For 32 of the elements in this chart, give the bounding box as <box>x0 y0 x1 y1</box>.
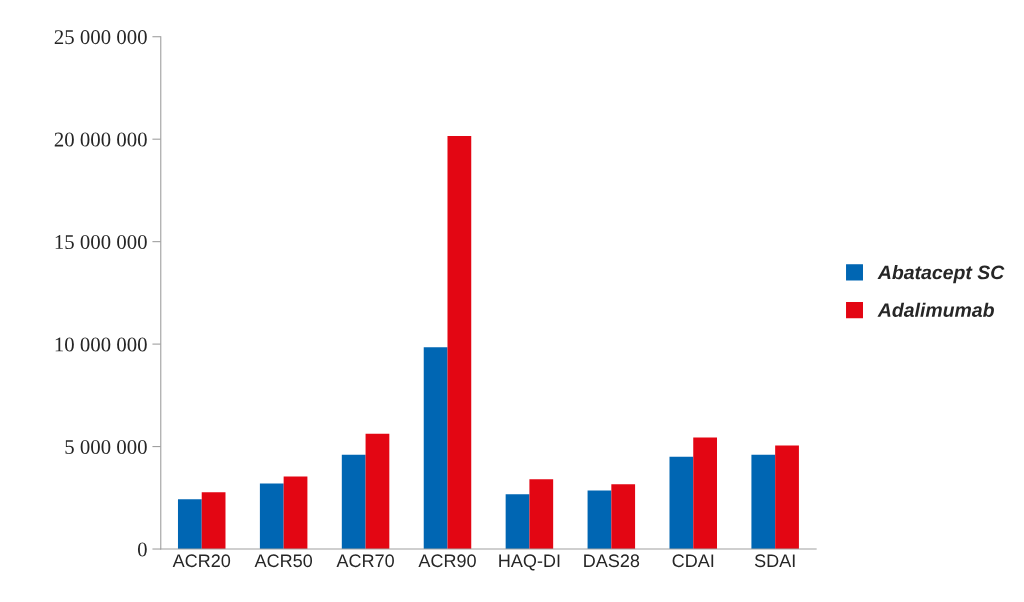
y-tick-label: 15 000 000 <box>55 235 147 250</box>
bar <box>611 484 636 550</box>
bar <box>201 492 226 550</box>
x-tick-label: ACR90 <box>418 554 476 568</box>
x-tick-label: CDAI <box>672 554 714 568</box>
bar <box>341 454 366 550</box>
bar <box>423 347 448 550</box>
x-tick-label: ACR70 <box>336 554 394 568</box>
legend-label: Abatacept SC <box>877 265 1005 284</box>
bar <box>177 499 202 550</box>
x-tick-label: SDAI <box>754 554 795 568</box>
bar <box>259 483 284 550</box>
bar <box>587 490 612 550</box>
bar <box>505 494 530 550</box>
legend-label: Adalimumab <box>877 302 994 317</box>
bar <box>775 445 799 550</box>
bar <box>669 456 694 550</box>
y-tick-label: 0 <box>137 542 147 557</box>
x-tick-label: DAS28 <box>584 554 640 568</box>
y-tick-label: 25 000 000 <box>54 30 147 45</box>
bar <box>693 437 717 550</box>
bar <box>365 433 390 550</box>
x-tick-label: ACR20 <box>172 554 231 568</box>
y-tick-label: 5 000 000 <box>65 439 147 454</box>
bar <box>283 476 308 550</box>
y-tick-label: 10 000 000 <box>55 337 147 352</box>
bar <box>447 136 472 550</box>
bar <box>529 479 554 550</box>
x-tick-label: HAQ-DI <box>499 554 560 571</box>
x-tick-label: ACR50 <box>254 554 313 568</box>
bar <box>751 454 776 550</box>
y-tick-label: 20 000 000 <box>54 132 147 147</box>
